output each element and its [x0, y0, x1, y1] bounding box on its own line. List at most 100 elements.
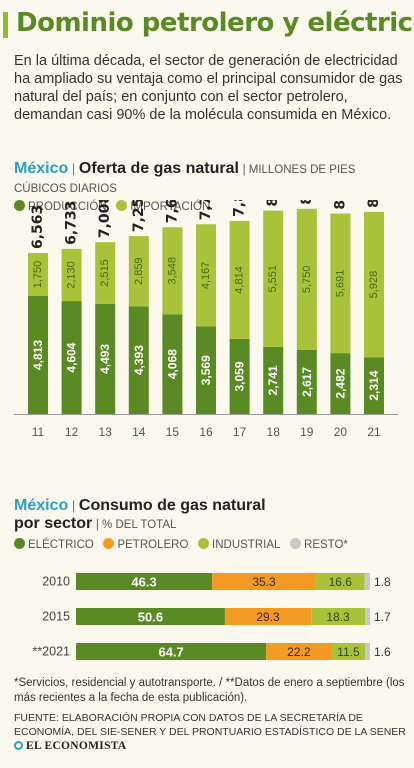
bar-importacion-12 [61, 248, 82, 302]
brand-mark-icon [14, 741, 23, 750]
bar-produccion-12 [61, 301, 82, 414]
legend-produccion-label: PRODUCCIÓN [28, 201, 107, 213]
chart1-separator: | [71, 161, 76, 176]
label-total-12: 6,733 [64, 201, 80, 245]
label-produccion-20: 2,482 [333, 368, 347, 398]
label-produccion-17: 3,059 [233, 361, 247, 391]
chart2-header: México | Consumo de gas natural por sect… [14, 497, 406, 554]
chart1-unit: | MILLONES DE PIES CÚBICOS DIARIOS [14, 164, 356, 195]
segment-industrial-2 [331, 643, 366, 660]
tick-label-20: 20 [334, 425, 348, 439]
tick-label-17: 17 [233, 425, 247, 439]
label-importacion-14: 2,859 [133, 257, 145, 285]
label-total-17: 7,873 [232, 200, 248, 217]
segment-resto-1 [364, 608, 370, 625]
legend-resto: RESTO* [290, 538, 348, 551]
chart2-country: México [14, 497, 69, 514]
legend-importacion: IMPORTACIÓN [116, 200, 211, 213]
resto-dot [290, 538, 302, 549]
bar-importacion-21 [364, 211, 384, 358]
chart2-legend: ELÉCTRICO PETROLERO INDUSTRIAL RESTO* [14, 535, 406, 554]
label-produccion-12: 4,604 [65, 342, 79, 372]
label-petrolero-0: 35.3 [252, 575, 276, 589]
bar-produccion-14 [128, 306, 149, 414]
chart2-name-line2: por sector [14, 515, 93, 532]
page-title: Dominio petrolero y eléctrico [16, 8, 414, 38]
tick-label-11: 11 [32, 425, 45, 439]
label-electrico-2: 64.7 [158, 645, 183, 660]
segment-electrico-0 [76, 573, 213, 590]
row-label-0: 2010 [42, 575, 70, 589]
label-importacion-15: 3,548 [166, 257, 178, 285]
label-importacion-20: 5,691 [334, 270, 346, 298]
label-resto-0: 1.8 [374, 575, 391, 589]
label-importacion-16: 4,167 [200, 262, 212, 290]
industrial-dot [198, 538, 210, 549]
importacion-dot [116, 200, 128, 211]
bar-produccion-21 [364, 357, 384, 414]
chart1-legend: PRODUCCIÓN IMPORTACIÓN [14, 197, 406, 216]
segment-petrolero-0 [212, 573, 316, 590]
chart1-name: Oferta de gas natural [78, 160, 239, 177]
chart2-unit: | % DEL TOTAL [95, 519, 177, 531]
segment-electrico-2 [76, 643, 267, 660]
label-produccion-14: 4,393 [132, 345, 146, 375]
legend-industrial-label: INDUSTRIAL [212, 539, 281, 551]
label-produccion-13: 4,493 [98, 344, 112, 374]
bar-importacion-14 [128, 236, 149, 307]
tick-label-14: 14 [132, 425, 146, 439]
segment-resto-0 [364, 573, 370, 590]
bar-produccion-17 [229, 338, 250, 414]
bar-importacion-13 [95, 242, 116, 304]
label-produccion-15: 4,068 [165, 349, 179, 379]
bar-produccion-16 [196, 326, 216, 414]
label-importacion-21: 5,928 [368, 271, 380, 299]
label-produccion-18: 2,741 [266, 365, 280, 395]
label-industrial-2: 11.5 [337, 645, 360, 659]
label-total-11: 6,563 [30, 205, 46, 249]
legend-electrico-label: ELÉCTRICO [28, 539, 94, 551]
legend-industrial: INDUSTRIAL [198, 538, 281, 551]
tick-label-16: 16 [199, 425, 213, 439]
legend-resto-label: RESTO* [304, 539, 348, 551]
label-total-15: 7,616 [164, 200, 180, 223]
label-industrial-1: 18.3 [326, 610, 350, 624]
bar-importacion-15 [162, 227, 183, 315]
label-total-16: 7,735 [198, 200, 214, 220]
source-note: FUENTE: ELABORACIÓN PROPIA CON DATOS DE … [14, 712, 406, 738]
title-accent-bar [3, 12, 8, 38]
label-petrolero-2: 22.2 [287, 645, 311, 659]
row-label-2: **2021 [32, 645, 70, 659]
bar-produccion-20 [330, 353, 351, 414]
segment-petrolero-2 [266, 643, 332, 660]
chart2-name-line1: Consumo de gas natural [78, 497, 266, 514]
chart2-separator: | [71, 498, 76, 513]
brand-logo: EL ECONOMISTA [14, 740, 127, 752]
label-resto-1: 1.7 [374, 610, 391, 624]
label-importacion-17: 4,814 [234, 266, 246, 294]
bar-importacion-19 [296, 208, 317, 350]
legend-produccion: PRODUCCIÓN [14, 200, 107, 213]
legend-electrico: ELÉCTRICO [14, 538, 94, 551]
tick-label-12: 12 [65, 425, 79, 439]
label-importacion-19: 5,750 [301, 266, 313, 294]
chart1-header: México | Oferta de gas natural | MILLONE… [14, 160, 406, 216]
label-total-19: 8,367 [299, 200, 315, 205]
label-resto-2: 1.6 [374, 645, 391, 659]
brand-name: EL ECONOMISTA [26, 740, 127, 752]
label-importacion-12: 2,130 [66, 261, 78, 289]
label-produccion-16: 3,569 [199, 355, 213, 385]
label-industrial-0: 16.6 [329, 575, 353, 589]
legend-petrolero: PETROLERO [103, 538, 188, 551]
tick-label-19: 19 [300, 425, 314, 439]
chart1-country: México [14, 160, 69, 177]
label-total-13: 7,008 [97, 200, 113, 238]
footnote: *Servicios, residencial y autotransporte… [14, 677, 405, 704]
legend-importacion-label: IMPORTACIÓN [130, 201, 211, 213]
segment-electrico-1 [76, 608, 225, 625]
label-produccion-21: 2,314 [367, 370, 381, 400]
bar-produccion-18 [263, 346, 284, 414]
label-petrolero-1: 29.3 [256, 610, 280, 624]
produccion-dot [14, 200, 25, 211]
label-electrico-0: 46.3 [131, 575, 156, 590]
